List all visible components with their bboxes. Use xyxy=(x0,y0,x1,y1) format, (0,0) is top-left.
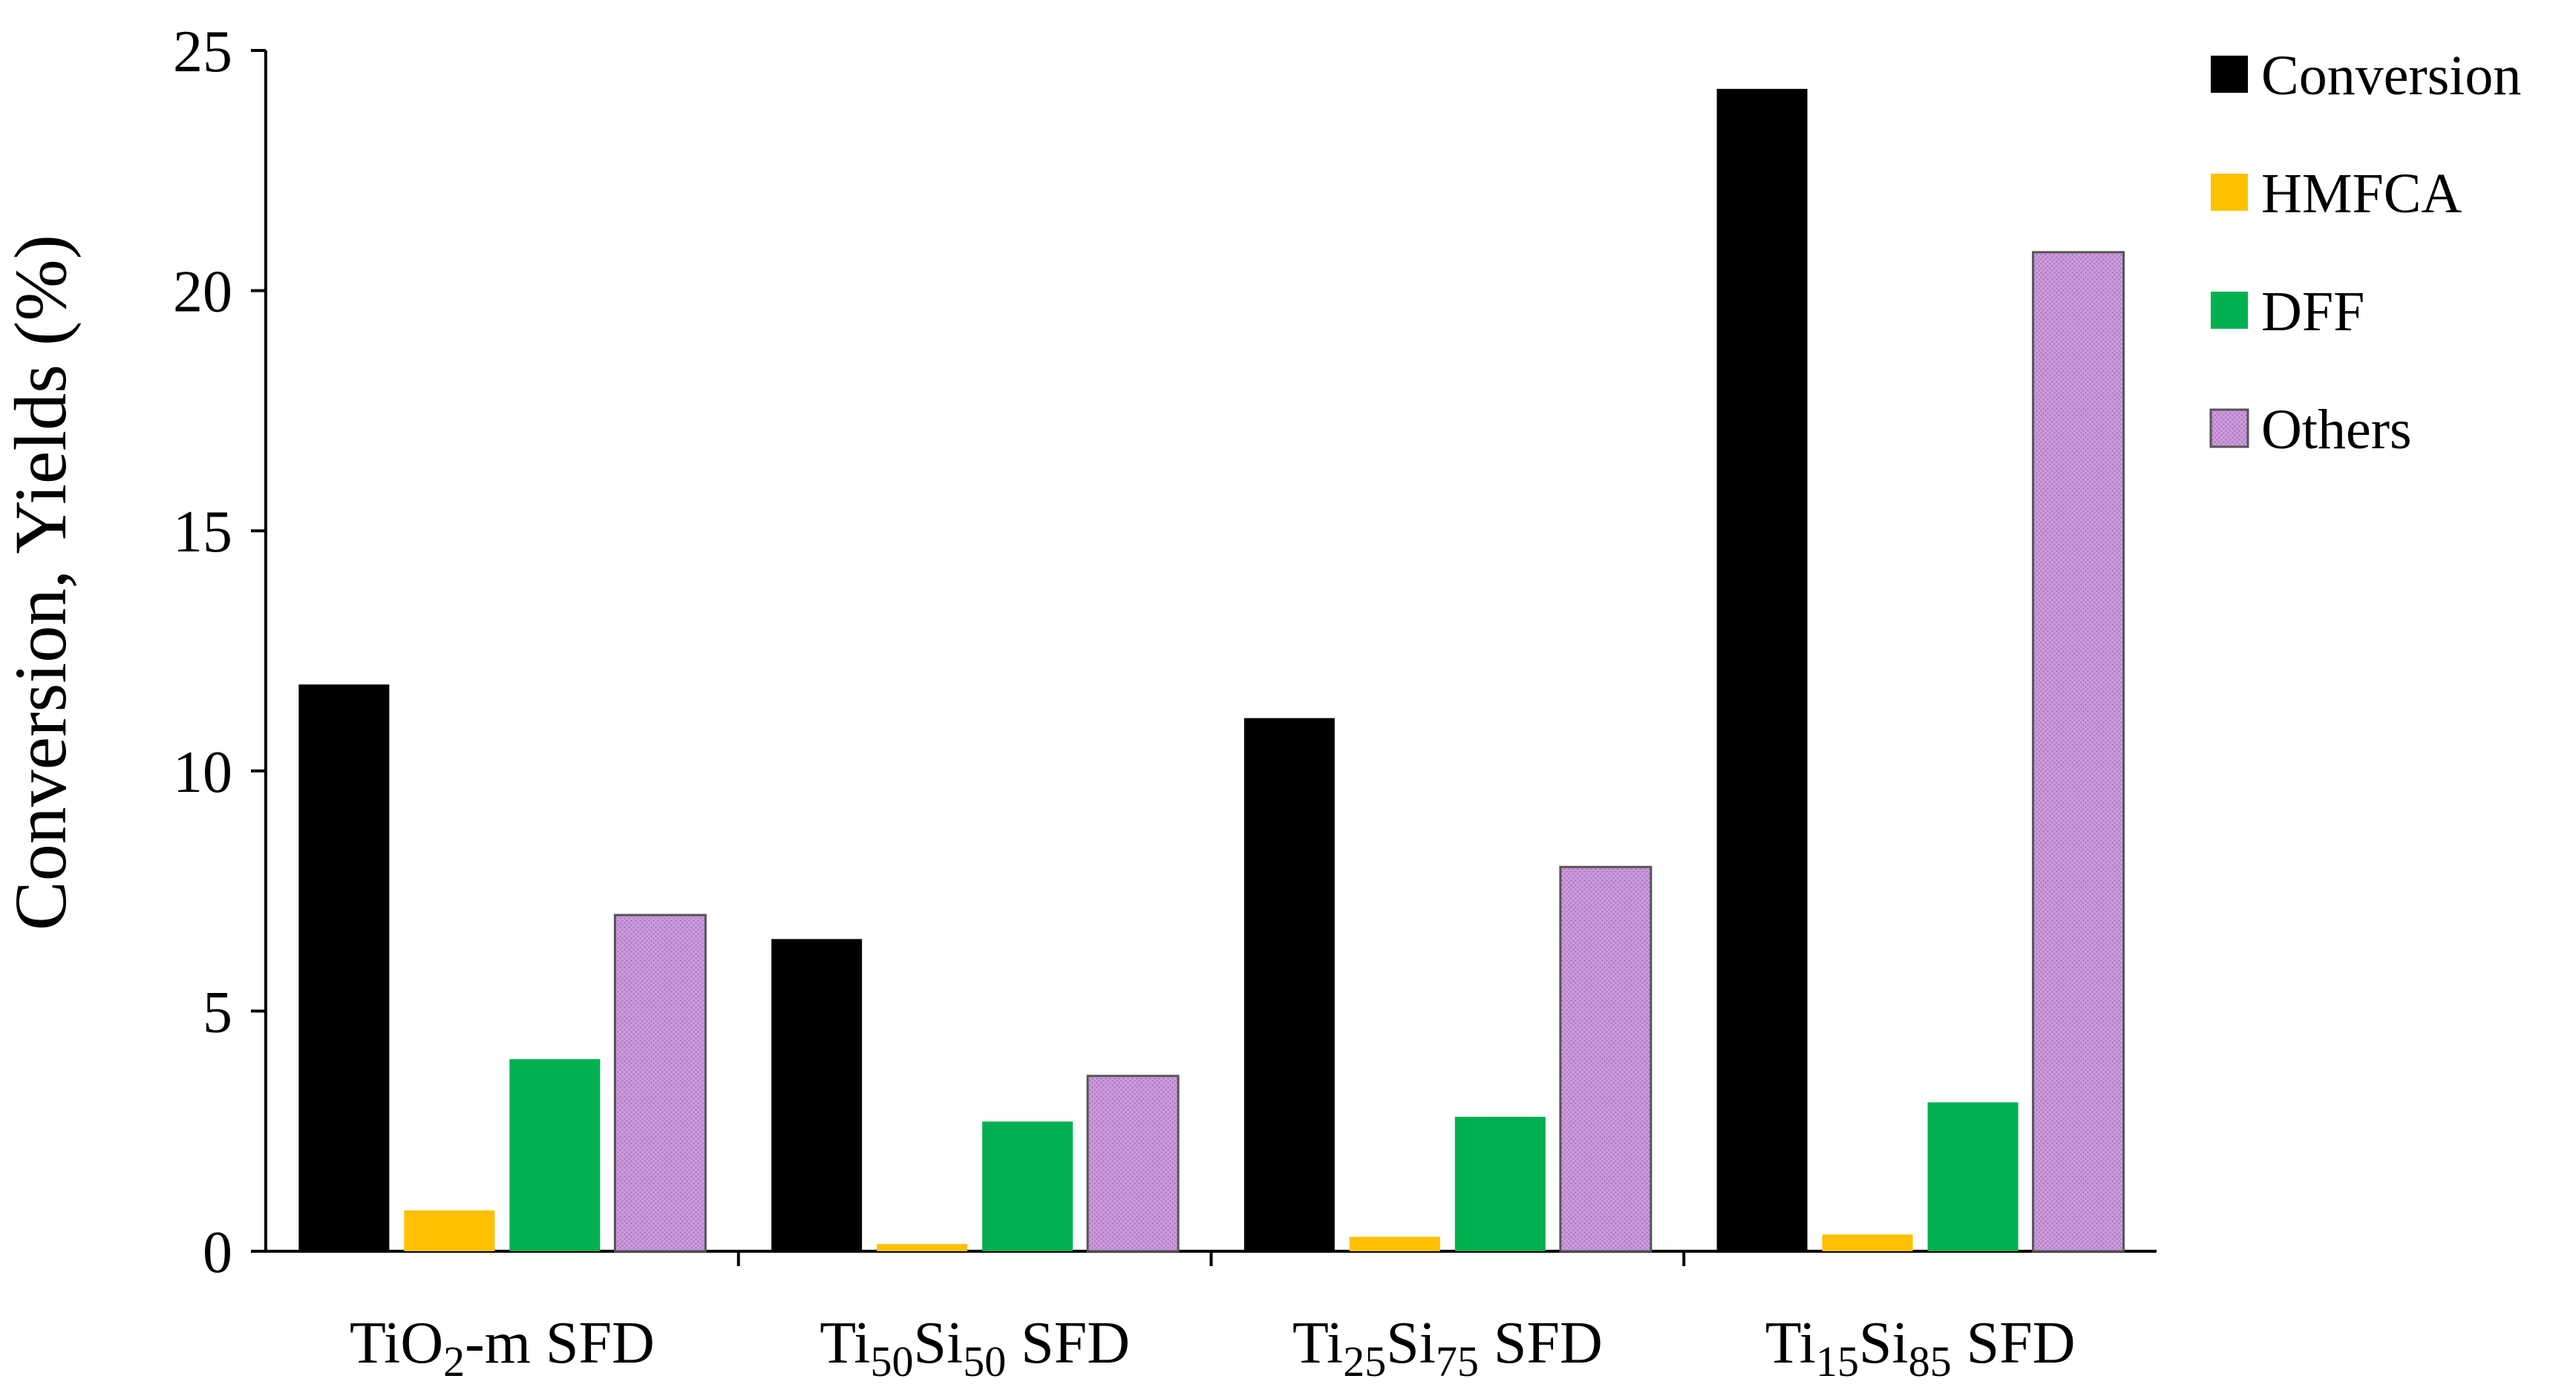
legend-swatch-hmfca xyxy=(2211,174,2248,211)
x-tick-label-ti50si50: Ti50Si50 SFD xyxy=(820,1311,1130,1386)
bar-hmfca-ti25si75 xyxy=(1349,1236,1440,1251)
bar-hmfca-ti15si85 xyxy=(1822,1234,1913,1251)
legend-label-others: Others xyxy=(2261,399,2412,461)
x-tick-label-part: 75 xyxy=(1436,1337,1479,1386)
bar-others-ti25si75 xyxy=(1559,865,1653,1253)
x-tick-label-part: Si xyxy=(1859,1311,1909,1376)
x-tick-label-ti15si85: Ti15Si85 SFD xyxy=(1765,1311,2076,1386)
legend-swatch-dff xyxy=(2211,292,2248,329)
x-tick-label-part: SFD xyxy=(1952,1311,2076,1376)
bar-conversion-tio2m xyxy=(298,684,390,1251)
y-tick-label: 0 xyxy=(203,1220,232,1285)
bar-conversion-ti15si85 xyxy=(1716,88,1808,1251)
x-tick-label-part: Ti xyxy=(820,1311,870,1376)
bar-hmfca-ti50si50 xyxy=(877,1244,968,1251)
y-tick-label: 15 xyxy=(173,499,232,565)
x-tick-label-part: Si xyxy=(914,1311,964,1376)
y-tick-label: 10 xyxy=(173,740,232,805)
bar-others-tio2m xyxy=(613,914,707,1253)
y-axis-title: Conversion, Yields (%) xyxy=(0,235,82,931)
x-tick-label-part: Ti xyxy=(1292,1311,1343,1376)
x-tick-label-part: Ti xyxy=(1765,1311,1816,1376)
bar-others-ti15si85 xyxy=(2032,251,2125,1253)
x-tick-label-part: 50 xyxy=(963,1337,1006,1386)
x-tick-label-part: -m SFD xyxy=(465,1311,655,1376)
x-tick-label-part: 25 xyxy=(1343,1337,1386,1386)
bar-conversion-ti25si75 xyxy=(1243,718,1335,1251)
bar-hmfca-tio2m xyxy=(404,1210,495,1251)
x-tick-label-part: 2 xyxy=(443,1337,465,1386)
bar-conversion-ti50si50 xyxy=(771,939,863,1251)
x-tick-label-part: 15 xyxy=(1816,1337,1859,1386)
legend-label-dff: DFF xyxy=(2261,281,2364,343)
legend-swatch-conversion xyxy=(2211,56,2248,93)
legend-swatch-others xyxy=(2209,408,2249,448)
x-axis: TiO2-m SFD Ti50Si50 SFD Ti25Si75 SFD Ti15Si… xyxy=(251,1250,2157,1386)
x-tick-label-part: Si xyxy=(1386,1311,1436,1376)
legend: Conversion HMFCA DFF Others xyxy=(2209,45,2521,461)
bar-dff-ti25si75 xyxy=(1454,1116,1546,1251)
y-tick-label: 25 xyxy=(173,19,232,85)
x-tick-label-part: 50 xyxy=(871,1337,914,1386)
bar-dff-ti50si50 xyxy=(982,1121,1073,1251)
y-tick-label: 5 xyxy=(203,980,232,1045)
y-axis: 0 5 10 15 20 25 xyxy=(173,19,267,1285)
x-tick-label-part: 85 xyxy=(1909,1337,1952,1386)
bar-dff-ti15si85 xyxy=(1927,1102,2018,1251)
x-tick-label-tio2m: TiO2-m SFD xyxy=(350,1311,655,1386)
bar-others-ti50si50 xyxy=(1086,1075,1180,1253)
bars xyxy=(298,88,2125,1253)
x-tick-label-ti25si75: Ti25Si75 SFD xyxy=(1292,1311,1603,1386)
y-tick-label: 20 xyxy=(173,260,232,325)
legend-label-conversion: Conversion xyxy=(2261,45,2521,107)
x-tick-label-part: SFD xyxy=(1479,1311,1603,1376)
x-tick-label-part: SFD xyxy=(1006,1311,1130,1376)
bar-dff-tio2m xyxy=(509,1059,601,1251)
x-tick-label-part: TiO xyxy=(350,1311,443,1376)
legend-label-hmfca: HMFCA xyxy=(2261,163,2462,225)
